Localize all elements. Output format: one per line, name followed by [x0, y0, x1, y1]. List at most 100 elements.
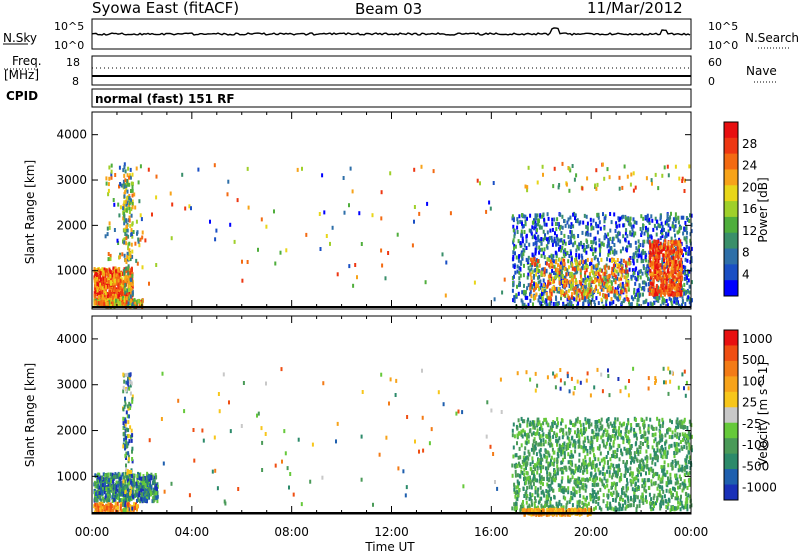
heatmap-cell: [679, 283, 682, 288]
heatmap-cell: [688, 219, 691, 223]
heatmap-cell: [686, 280, 689, 285]
heatmap-cell: [145, 476, 148, 481]
heatmap-cell: [676, 422, 679, 427]
heatmap-cell: [614, 228, 617, 233]
heatmap-cell: [584, 273, 586, 277]
heatmap-cell: [615, 289, 618, 294]
heatmap-cell: [123, 379, 126, 384]
beam-title: Beam 03: [355, 0, 422, 18]
heatmap-cell: [100, 498, 103, 503]
heatmap-cell: [688, 269, 691, 274]
heatmap-cell: [281, 459, 283, 464]
heatmap-cell: [516, 473, 519, 478]
heatmap-cell: [131, 234, 134, 239]
heatmap-cell: [570, 261, 573, 266]
heatmap-cell: [637, 297, 640, 302]
heatmap-cell: [655, 296, 658, 301]
heatmap-cell: [640, 495, 643, 500]
heatmap-cell: [241, 278, 244, 283]
heatmap-cell: [588, 300, 591, 305]
heatmap-cell: [535, 440, 538, 445]
heatmap-cell: [578, 297, 581, 302]
heatmap-cell: [657, 186, 660, 191]
heatmap-cell: [99, 478, 102, 483]
heatmap-cell: [676, 432, 679, 437]
heatmap-cell: [561, 275, 564, 279]
heatmap-cell: [546, 474, 549, 479]
heatmap-cell: [632, 271, 635, 275]
heatmap-cell: [682, 215, 685, 220]
heatmap-cell: [513, 243, 516, 248]
heatmap-cell: [669, 261, 672, 266]
heatmap-cell: [122, 486, 125, 491]
heatmap-cell: [596, 263, 599, 268]
heatmap-cell: [587, 302, 590, 307]
heatmap-cell: [192, 428, 195, 432]
heatmap-cell: [535, 240, 538, 245]
heatmap-cell: [579, 423, 582, 428]
heatmap-cell: [620, 273, 623, 278]
heatmap-cell: [109, 257, 112, 261]
heatmap-cell: [641, 286, 644, 290]
heatmap-cell: [634, 267, 637, 272]
heatmap-cell: [552, 286, 555, 291]
heatmap-cell: [642, 422, 645, 427]
heatmap-cell: [566, 220, 569, 225]
heatmap-cell: [597, 261, 600, 266]
heatmap-cell: [617, 290, 620, 295]
heatmap-cell: [653, 292, 656, 297]
heatmap-cell: [679, 279, 682, 284]
heatmap-cell: [518, 254, 521, 258]
heatmap-cell: [525, 234, 528, 239]
heatmap-cell: [615, 250, 618, 255]
heatmap-cell: [325, 234, 328, 238]
heatmap-cell: [636, 288, 639, 293]
heatmap-cell: [585, 294, 588, 299]
heatmap-cell: [155, 174, 158, 179]
heatmap-cell: [606, 429, 609, 434]
heatmap-cell: [549, 438, 552, 443]
heatmap-cell: [683, 268, 686, 273]
heatmap-cell: [545, 222, 548, 227]
heatmap-cell: [141, 230, 144, 235]
heatmap-cell: [661, 284, 664, 289]
power-ylabel: Slant Range [km]: [23, 160, 37, 264]
heatmap-cell: [529, 272, 532, 277]
heatmap-cell: [574, 257, 576, 262]
heatmap-cell: [687, 478, 690, 483]
heatmap-cell: [513, 485, 516, 490]
heatmap-cell: [125, 241, 128, 246]
heatmap-cell: [673, 299, 676, 304]
heatmap-cell: [575, 295, 578, 300]
heatmap-cell: [122, 216, 125, 221]
heatmap-cell: [131, 394, 134, 399]
heatmap-cell: [138, 486, 140, 490]
heatmap-cell: [618, 277, 621, 282]
heatmap-cell: [652, 273, 655, 277]
heatmap-cell: [104, 234, 107, 239]
heatmap-cell: [124, 229, 127, 234]
heatmap-cell: [672, 217, 675, 222]
heatmap-cell: [604, 216, 607, 221]
heatmap-cell: [662, 301, 665, 306]
heatmap-cell: [131, 449, 133, 454]
heatmap-cell: [627, 217, 630, 222]
heatmap-cell: [536, 431, 539, 436]
heatmap-cell: [578, 435, 581, 440]
heatmap-cell: [122, 496, 125, 501]
heatmap-cell: [557, 287, 560, 291]
heatmap-cell: [139, 499, 142, 504]
heatmap-cell: [125, 451, 128, 456]
heatmap-cell: [632, 171, 635, 176]
heatmap-cell: [633, 459, 636, 464]
heatmap-cell: [667, 285, 670, 290]
heatmap-cell: [688, 246, 691, 251]
heatmap-cell: [106, 226, 109, 231]
heatmap-cell: [117, 475, 120, 480]
heatmap-cell: [521, 221, 523, 226]
heatmap-cell: [607, 279, 609, 284]
heatmap-cell: [625, 217, 628, 222]
heatmap-cell: [586, 275, 589, 280]
heatmap-cell: [130, 281, 133, 286]
heatmap-cell: [662, 472, 665, 477]
